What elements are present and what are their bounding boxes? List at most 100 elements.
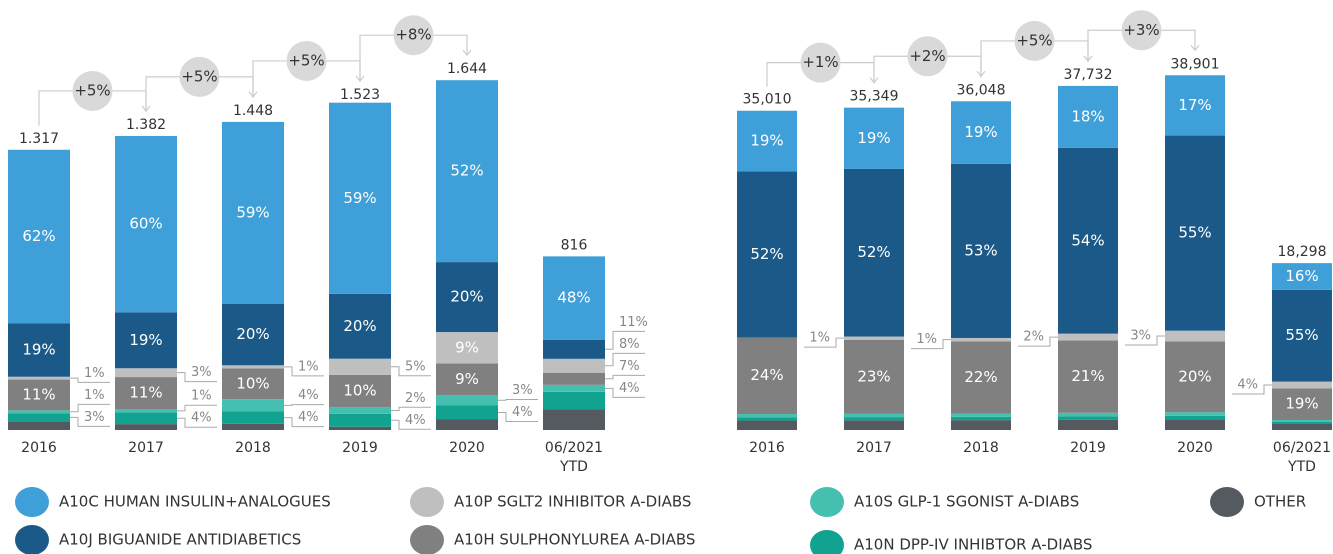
callout-line	[177, 404, 217, 412]
bar-segment	[436, 395, 498, 406]
callout-label: 3%	[1130, 328, 1151, 343]
growth-bubble	[72, 70, 113, 111]
bar-segment	[951, 416, 1011, 421]
bar-segment	[951, 101, 1011, 164]
total-label: 1.448	[233, 103, 273, 119]
x-tick-label: 06/2021 YTD	[1272, 440, 1332, 475]
bar-segment	[222, 399, 284, 412]
growth-bubble	[286, 40, 327, 81]
callout-line	[284, 404, 324, 406]
data-label: 55%	[1285, 326, 1318, 344]
bar-segment	[222, 423, 284, 430]
bar-segment	[115, 424, 177, 430]
bar-segment	[844, 336, 904, 340]
bar-segment	[329, 407, 391, 414]
legend-swatch	[15, 525, 49, 554]
callout-line	[1018, 336, 1058, 347]
bar-segment	[115, 412, 177, 425]
bar-segment	[115, 312, 177, 369]
callout-label: 2%	[1023, 330, 1044, 345]
growth-bubble	[1014, 20, 1055, 61]
bar-segment	[1165, 330, 1225, 342]
callout-label: 4%	[405, 413, 426, 428]
growth-bubble	[393, 15, 434, 56]
bar-segment	[1058, 340, 1118, 413]
x-tick-label: 2018	[963, 440, 999, 456]
callout-label: 1%	[84, 366, 105, 381]
bar-segment	[543, 409, 605, 430]
growth-bracket	[1087, 29, 1196, 62]
bar-segment	[543, 256, 605, 340]
data-label: 24%	[750, 366, 783, 384]
callout-line	[1232, 384, 1272, 395]
bar-segment	[115, 377, 177, 410]
bar-segment	[1165, 75, 1225, 136]
bar-segment	[222, 411, 284, 424]
data-label: 53%	[964, 241, 997, 259]
callout-line	[177, 417, 217, 428]
total-label: 35,010	[743, 92, 792, 108]
callout-label: 5%	[405, 359, 426, 374]
bar-segment	[737, 417, 797, 421]
callout-line	[70, 416, 110, 427]
data-label: 60%	[129, 215, 162, 233]
bar-segment	[436, 80, 498, 263]
data-label: 18%	[1071, 107, 1104, 125]
bar-segment	[1165, 419, 1225, 430]
bar-segment	[1165, 415, 1225, 420]
callout-label: 1%	[916, 332, 937, 347]
bar-segment	[8, 413, 70, 422]
data-label: 62%	[22, 227, 55, 245]
bar-segment	[8, 376, 70, 380]
legend-swatch	[810, 530, 844, 554]
bar-segment	[1272, 419, 1332, 422]
data-label: 52%	[750, 245, 783, 263]
bar-segment	[222, 368, 284, 400]
total-label: 1.382	[126, 117, 166, 133]
legend-label: A10J BIGUANIDE ANTIDIABETICS	[59, 531, 301, 549]
callout-label: 1%	[191, 389, 212, 404]
callout-line	[911, 339, 951, 350]
callout-line	[605, 352, 645, 367]
callout-label: 4%	[1237, 377, 1258, 392]
bar-segment	[329, 374, 391, 408]
total-label: 816	[561, 237, 588, 253]
callout-label: 1%	[809, 331, 830, 346]
callout-line	[391, 406, 431, 412]
data-label: 19%	[964, 123, 997, 141]
data-label: 23%	[857, 367, 890, 385]
bar-segment	[329, 293, 391, 359]
data-label: 59%	[343, 189, 376, 207]
data-label: 55%	[1178, 224, 1211, 242]
bar-segment	[8, 323, 70, 377]
callout-line	[391, 366, 431, 377]
callout-label: 7%	[619, 359, 640, 374]
data-label: 19%	[1285, 395, 1318, 413]
bar-segment	[737, 171, 797, 338]
callout-label: 4%	[512, 405, 533, 420]
data-label: 20%	[343, 317, 376, 335]
data-label: 21%	[1071, 367, 1104, 385]
bar-segment	[436, 262, 498, 333]
x-tick-label: 2017	[856, 440, 892, 456]
bar-segment	[737, 337, 797, 415]
total-label: 18,298	[1278, 244, 1327, 260]
bar-segment	[1272, 423, 1332, 430]
callout-line	[605, 374, 645, 380]
growth-label: +3%	[1123, 21, 1159, 39]
data-label: 19%	[22, 341, 55, 359]
bar-segment	[844, 107, 904, 169]
callout-line	[498, 399, 538, 401]
data-label: 19%	[750, 132, 783, 150]
callout-label: 8%	[619, 337, 640, 352]
bar-segment	[436, 419, 498, 430]
growth-bubble	[179, 56, 220, 97]
bar-segment	[115, 368, 177, 378]
x-tick-label: 2018	[235, 440, 271, 456]
data-label: 17%	[1178, 96, 1211, 114]
callout-label: 3%	[512, 383, 533, 398]
bar-segment	[329, 413, 391, 427]
bar-segment	[543, 384, 605, 392]
legend-swatch	[810, 487, 844, 517]
